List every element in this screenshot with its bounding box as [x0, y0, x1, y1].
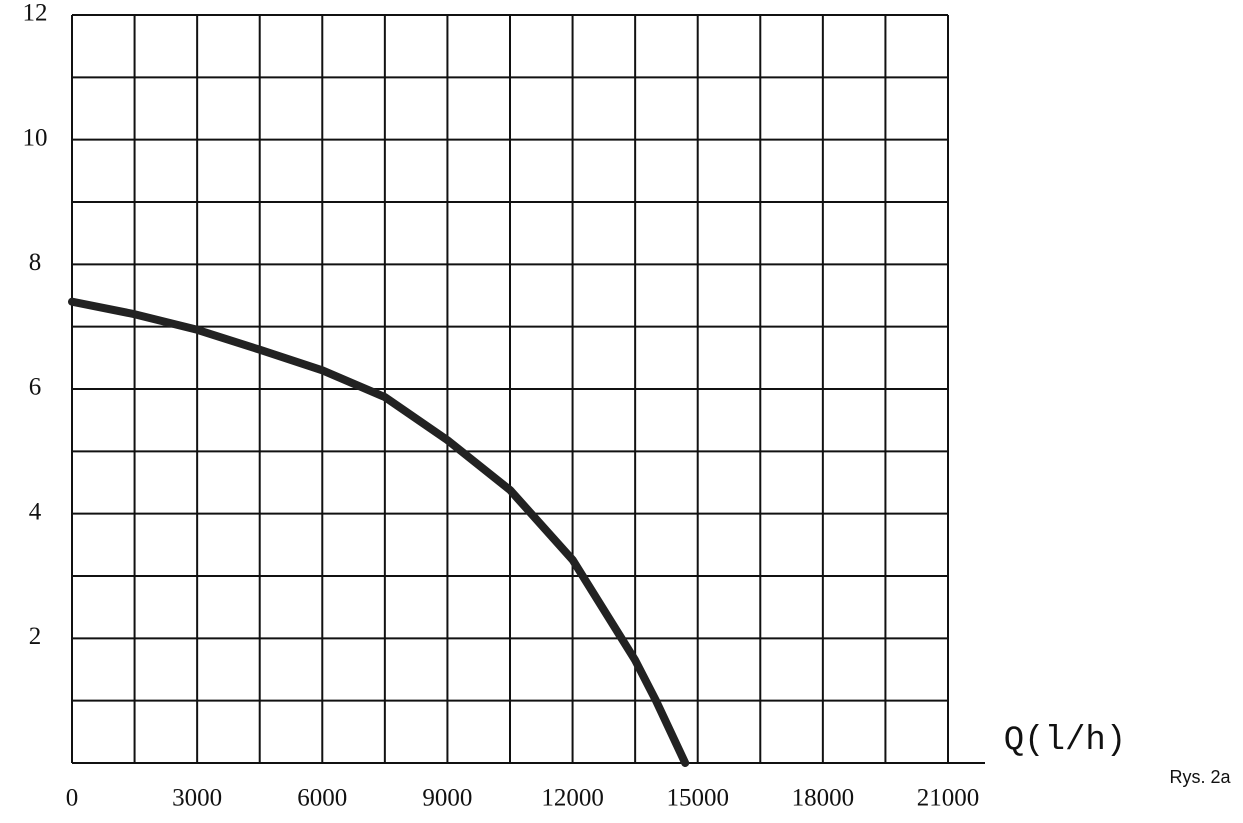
y-tick-label: 6	[29, 374, 42, 401]
y-tick-label: 4	[29, 498, 42, 525]
y-tick-label: 8	[29, 249, 42, 276]
x-axis-label: Q(l/h)	[1004, 722, 1126, 760]
x-tick-label: 0	[66, 785, 79, 812]
x-tick-label: 3000	[172, 785, 222, 812]
x-tick-label: 18000	[792, 785, 855, 812]
x-tick-label: 9000	[422, 785, 472, 812]
figure-note: Rys. 2a	[1169, 767, 1231, 787]
x-tick-label: 21000	[917, 785, 980, 812]
x-tick-label: 15000	[666, 785, 729, 812]
x-tick-label: 6000	[297, 785, 347, 812]
x-tick-label: 12000	[541, 785, 604, 812]
curve	[68, 297, 690, 767]
y-tick-label: 2	[29, 623, 42, 650]
y-tick-label: 12	[23, 0, 48, 27]
y-tick-label: 10	[23, 124, 48, 151]
